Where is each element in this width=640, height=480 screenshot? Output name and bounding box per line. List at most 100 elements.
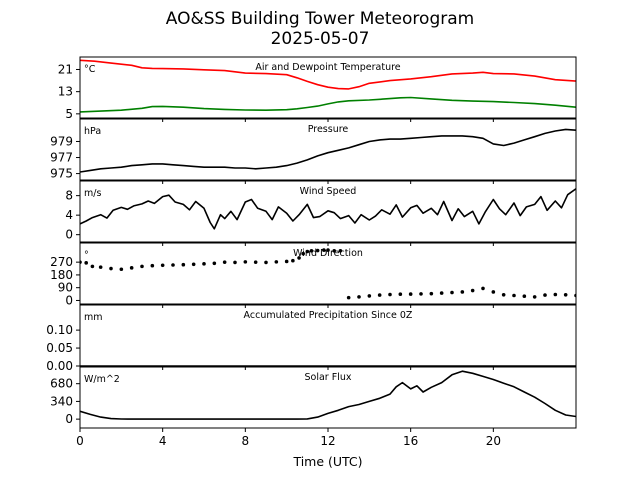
wind-direction-point (332, 249, 337, 253)
series-line-2-0 (80, 188, 576, 230)
y-tick-label: 5 (65, 107, 73, 121)
panel-title: Pressure (308, 124, 349, 135)
y-tick-label: 0 (65, 228, 73, 242)
wind-direction-point (291, 258, 295, 263)
wind-direction-point (357, 295, 361, 299)
y-tick-label: 975 (50, 167, 73, 181)
panel-title: Air and Dewpoint Temperature (255, 62, 400, 73)
y-tick-label: 0.00 (46, 359, 73, 373)
series-line-1-0 (80, 128, 576, 173)
y-tick-label: 0.10 (46, 323, 73, 337)
series-line-5-0 (80, 370, 576, 420)
wind-direction-point (301, 251, 306, 256)
y-tick-label: 979 (50, 134, 73, 148)
y-tick-label: 8 (65, 189, 73, 203)
y-tick-label: 21 (58, 62, 73, 76)
x-tick-label: 8 (242, 434, 250, 448)
wind-direction-point (150, 263, 155, 268)
panels-group: 5 13 21 Air and Dewpoint Temperature °C 975 97… (46, 56, 577, 432)
wind-direction-point (367, 294, 372, 298)
series-line-0-0 (80, 59, 576, 90)
wind-direction-point (202, 262, 206, 266)
wind-direction-point (274, 260, 279, 264)
wind-direction-point (297, 256, 301, 260)
y-tick-label: 977 (50, 151, 73, 165)
wind-direction-point (522, 294, 527, 298)
wind-direction-point (501, 292, 506, 297)
wind-direction-point (140, 264, 144, 269)
wind-direction-point (532, 295, 537, 299)
wind-direction-point (264, 260, 268, 265)
panel-title: Wind Direction (293, 248, 363, 259)
figure-title: AO&SS Building Tower Meteorogram (166, 9, 474, 29)
wind-direction-point (338, 249, 343, 253)
wind-direction-point (470, 288, 475, 293)
y-tick-label: 0 (65, 412, 73, 426)
unit-label: ° (84, 250, 89, 261)
x-tick-label: 0 (76, 434, 84, 448)
wind-direction-point (98, 265, 103, 269)
wind-direction-point (222, 260, 227, 264)
panel-title: Wind Speed (300, 186, 357, 197)
wind-direction-point (253, 260, 258, 264)
wind-direction-point (450, 290, 454, 295)
wind-direction-point (233, 260, 237, 265)
x-tick-label: 16 (403, 434, 418, 448)
series-3-0 (80, 248, 576, 300)
series-line-0-1 (80, 96, 576, 113)
wind-direction-point (408, 292, 413, 296)
y-tick-label: 180 (50, 268, 73, 282)
wind-direction-point (377, 293, 382, 297)
x-axis: 0 4 8 12 16 20 (76, 434, 501, 448)
panel-0: 5 13 21 Air and Dewpoint Temperature °C (58, 56, 577, 122)
y-tick-label: 13 (58, 85, 73, 99)
wind-direction-point (398, 292, 403, 297)
wind-direction-point (460, 290, 465, 294)
wind-direction-point (90, 264, 95, 269)
figure-subtitle-date: 2025-05-07 (271, 29, 370, 49)
y-tick-label: 90 (58, 281, 73, 295)
wind-direction-point (160, 263, 165, 268)
wind-direction-point (84, 261, 88, 265)
wind-direction-point (284, 259, 289, 264)
panel-1: 975 977 979 Pressure hPa (50, 118, 577, 184)
wind-direction-point (181, 262, 186, 267)
y-tick-label: 0.05 (46, 341, 73, 355)
unit-label: m/s (84, 188, 101, 199)
x-axis-label: Time (UTC) (292, 454, 362, 469)
wind-direction-point (512, 293, 516, 298)
wind-direction-point (346, 295, 351, 300)
x-tick-label: 20 (486, 434, 501, 448)
wind-direction-point (309, 249, 314, 253)
y-tick-label: 270 (50, 255, 73, 269)
wind-direction-point (481, 286, 485, 291)
wind-direction-point (326, 248, 330, 252)
wind-direction-point (305, 249, 310, 254)
wind-direction-point (191, 262, 196, 267)
y-tick-label: 680 (50, 377, 73, 391)
wind-direction-point (129, 266, 134, 270)
y-tick-label: 340 (50, 394, 73, 408)
wind-direction-point (429, 291, 434, 296)
panel-title: Solar Flux (305, 372, 352, 383)
x-tick-label: 12 (320, 434, 335, 448)
y-tick-label: 4 (65, 208, 73, 222)
panel-title: Accumulated Precipitation Since 0Z (244, 310, 413, 321)
wind-direction-point (439, 291, 444, 295)
unit-label: °C (84, 64, 96, 75)
x-tick-label: 4 (159, 434, 167, 448)
panel-2: 0 4 8 Wind Speed m/s (65, 180, 577, 246)
wind-direction-point (243, 260, 248, 264)
panel-4: 0.00 0.05 0.10 Accumulated Precipitation Si… (46, 304, 577, 373)
wind-direction-point (119, 267, 124, 272)
wind-direction-point (388, 292, 392, 297)
wind-direction-point (543, 293, 547, 297)
unit-label: W/m^2 (84, 374, 120, 385)
wind-direction-point (563, 292, 568, 297)
y-tick-label: 0 (65, 293, 73, 307)
unit-label: mm (84, 312, 103, 323)
wind-direction-point (315, 248, 320, 253)
wind-direction-point (491, 290, 496, 294)
